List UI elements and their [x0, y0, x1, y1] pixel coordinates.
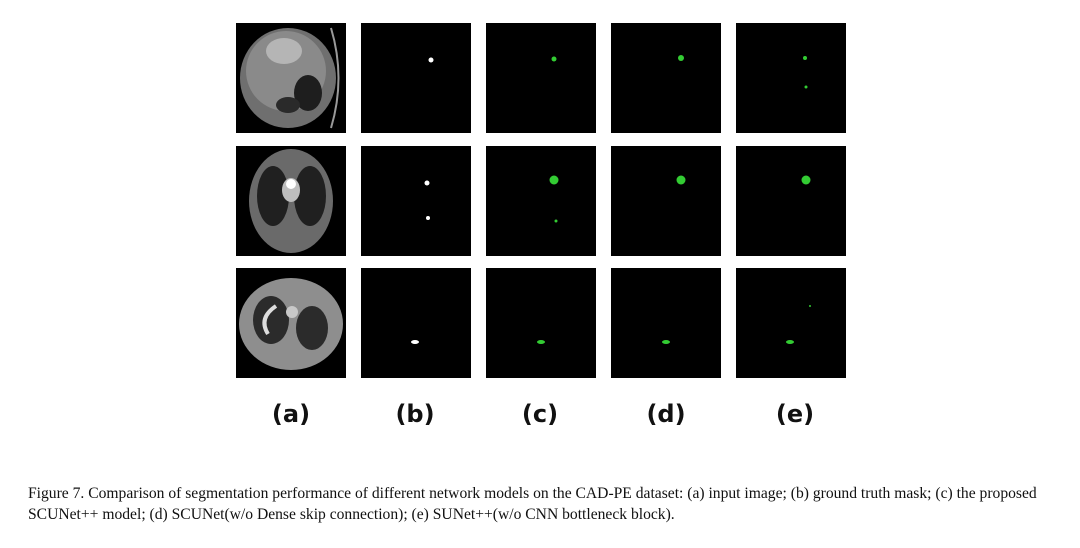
prediction-image: [486, 146, 596, 256]
prediction-image: [486, 23, 596, 133]
prediction-image: [486, 268, 596, 378]
column-label: (b): [395, 400, 435, 428]
mask-image: [361, 146, 471, 256]
column-label: (d): [646, 400, 686, 428]
prediction-image: [736, 23, 846, 133]
column-label: (c): [521, 400, 559, 428]
prediction-image: [736, 146, 846, 256]
figure-caption: Figure 7. Comparison of segmentation per…: [28, 485, 1037, 523]
image-grid: [236, 23, 846, 378]
prediction-image: [611, 23, 721, 133]
prediction-image: [611, 146, 721, 256]
mask-image: [361, 23, 471, 133]
ct-image: [236, 23, 346, 133]
prediction-image: [736, 268, 846, 378]
prediction-image: [611, 268, 721, 378]
column-label: (e): [775, 400, 815, 428]
column-label: (a): [271, 400, 311, 428]
ct-image: [236, 146, 346, 256]
mask-image: [361, 268, 471, 378]
ct-image: [236, 268, 346, 378]
